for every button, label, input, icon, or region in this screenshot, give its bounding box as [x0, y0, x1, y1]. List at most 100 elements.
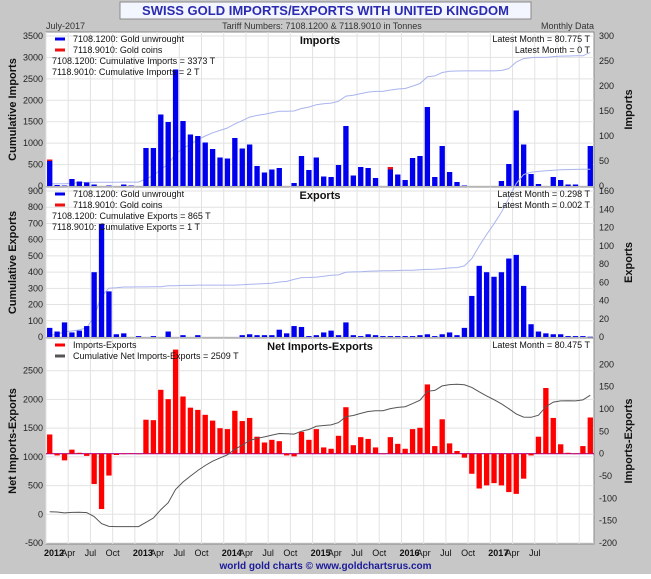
- net-bar: [587, 417, 593, 454]
- exports-bar: [84, 326, 90, 337]
- exports-legend-entry: 7118.9010: Gold coins: [73, 200, 163, 210]
- net-left-tick-label: 0: [38, 509, 43, 519]
- exports-bar: [543, 333, 549, 337]
- imports-legend-entry: 7118.9010: Gold coins: [73, 45, 163, 55]
- net-bar: [232, 410, 238, 454]
- imports-bar: [61, 185, 68, 186]
- imports-left-tick-label: 3500: [23, 31, 43, 41]
- net-bar: [550, 417, 556, 454]
- exports-bar: [335, 335, 342, 337]
- imports-left-axis-label: Cumulative Imports: [7, 58, 19, 161]
- exports-legend-entry: 7108.1200: Gold unwrought: [73, 189, 185, 199]
- exports-bar: [306, 336, 312, 337]
- exports-bar: [550, 334, 556, 337]
- imports-bar: [432, 177, 438, 186]
- exports-bar: [313, 335, 319, 337]
- imports-bar: [202, 142, 208, 186]
- net-bar: [417, 427, 423, 454]
- x-tick-label: Jul: [351, 548, 363, 558]
- imports-right-tick-label: 250: [599, 56, 614, 66]
- imports-legend-entry: 7108.1200: Cumulative Imports = 3373 T: [52, 56, 216, 66]
- net-bar: [298, 431, 305, 454]
- net-bar: [54, 453, 60, 456]
- net-right-tick-label: 200: [599, 359, 614, 369]
- exports-left-tick-label: 500: [28, 251, 43, 261]
- net-bar: [284, 453, 290, 456]
- exports-right-tick-label: 120: [599, 223, 614, 233]
- exports-right-axis-label: Exports: [623, 242, 635, 283]
- exports-bar: [454, 335, 460, 337]
- net-bar: [350, 445, 356, 454]
- imports-bar: [558, 180, 564, 186]
- imports-bar: [528, 174, 534, 186]
- imports-left-tick-label: 500: [28, 160, 43, 170]
- exports-bar: [565, 336, 571, 337]
- net-bar: [491, 453, 497, 484]
- x-tick-label: Apr: [417, 548, 431, 558]
- exports-bar: [135, 336, 142, 337]
- exports-legend-entry: 7118.9010: Cumulative Exports = 1 T: [52, 222, 201, 232]
- exports-bar: [446, 332, 453, 337]
- imports-bar: [224, 158, 231, 186]
- net-bar: [224, 429, 231, 454]
- exports-left-axis-label: Cumulative Exports: [7, 211, 19, 314]
- imports-bar: [69, 179, 75, 186]
- exports-left-tick-label: 900: [28, 186, 43, 196]
- imports-bar: [498, 181, 505, 186]
- exports-bar: [365, 334, 371, 337]
- net-bar: [506, 453, 512, 493]
- net-right-tick-label: 0: [599, 449, 604, 459]
- exports-bar: [572, 336, 579, 337]
- exports-bar: [380, 336, 386, 337]
- net-bar: [269, 439, 275, 454]
- x-tick-label: Oct: [372, 548, 387, 558]
- imports-bar: [395, 174, 401, 186]
- imports-panel: 0 500 1000 1500 2000 2500 3000 3500 0 50 100 150 200…: [7, 31, 635, 191]
- net-plot-area: [45, 337, 595, 545]
- imports-bar: [321, 176, 327, 186]
- x-tick-label: 2013: [133, 548, 153, 558]
- exports-bar: [195, 335, 201, 337]
- net-right-axis-label: Imports-Exports: [623, 399, 635, 484]
- net-left-tick-label: 500: [28, 481, 43, 491]
- net-bar: [454, 450, 460, 454]
- net-bar: [113, 453, 120, 456]
- exports-right-tick-label: 140: [599, 204, 614, 214]
- net-bar: [47, 434, 53, 454]
- exports-bar: [321, 332, 327, 337]
- exports-right-tick-label: 160: [599, 186, 614, 196]
- x-tick-label: Jul: [174, 548, 186, 558]
- exports-bar: [121, 333, 127, 337]
- x-tick-label: Jul: [262, 548, 274, 558]
- net-bar: [358, 437, 364, 454]
- imports-cumulative-line: [49, 51, 591, 185]
- exports-bar: [246, 334, 253, 337]
- exports-bar: [491, 276, 497, 337]
- net-bar: [195, 409, 201, 454]
- exports-bar: [417, 335, 423, 337]
- net-left-tick-label: 1500: [23, 423, 43, 433]
- x-tick-label: Oct: [283, 548, 298, 558]
- chart-title: SWISS GOLD IMPORTS/EXPORTS WITH UNITED K…: [142, 3, 509, 18]
- exports-right-tick-label: 40: [599, 296, 609, 306]
- exports-latest-month: Latest Month = 0.298 T: [497, 189, 590, 199]
- imports-bar: [424, 107, 431, 186]
- exports-bar: [587, 336, 593, 338]
- net-bar: [91, 453, 97, 485]
- exports-bar: [291, 326, 297, 337]
- net-bar: [202, 414, 208, 454]
- imports-bar: [343, 126, 349, 186]
- imports-bar: [195, 136, 201, 186]
- exports-bar: [69, 332, 75, 337]
- imports-left-tick-label: 1000: [23, 138, 43, 148]
- exports-right-tick-label: 0: [599, 332, 604, 342]
- net-bar: [424, 384, 431, 454]
- net-bar: [387, 437, 394, 454]
- footer-credit: world gold charts © www.goldchartsrus.co…: [218, 561, 431, 572]
- x-tick-label: 2015: [311, 548, 331, 558]
- exports-left-tick-label: 200: [28, 300, 43, 310]
- net-bar: [395, 443, 401, 454]
- net-bar: [239, 421, 245, 454]
- exports-bar: [461, 327, 468, 337]
